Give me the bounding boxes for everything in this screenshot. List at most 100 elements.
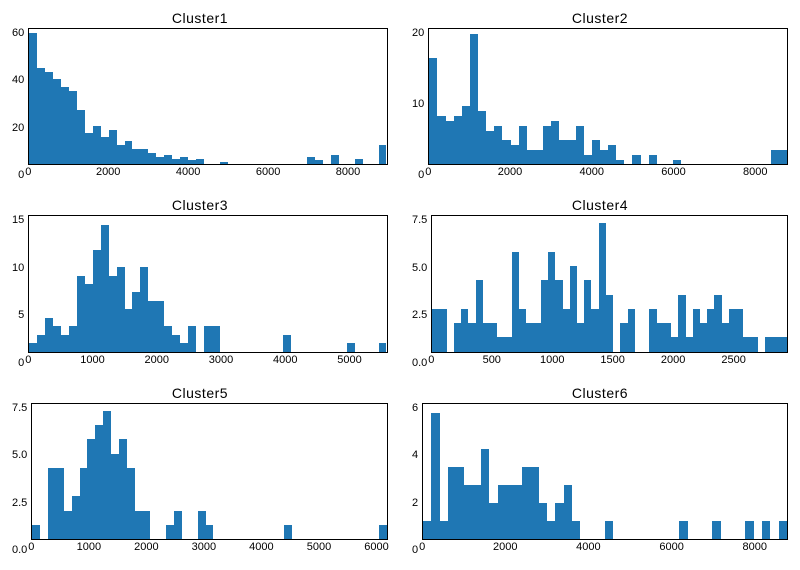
bar — [551, 121, 559, 164]
x-tick-label: 6000 — [364, 542, 388, 553]
x-tick-label: 0 — [28, 542, 34, 553]
y-tick-label: 2 — [412, 498, 418, 509]
bar — [284, 525, 292, 539]
bar — [722, 323, 729, 351]
y-axis: 6040200 — [12, 28, 28, 181]
bar — [541, 280, 548, 351]
bar — [101, 137, 109, 164]
bar — [61, 335, 69, 352]
y-tick-label: 10 — [412, 99, 424, 110]
chart-title: Cluster5 — [12, 385, 388, 401]
bar — [347, 343, 355, 351]
bar — [489, 503, 497, 539]
bar — [85, 133, 93, 164]
bar — [481, 449, 489, 539]
x-tick-label: 3000 — [192, 542, 216, 553]
bar — [679, 521, 687, 539]
bar — [584, 280, 591, 351]
x-tick-label: 4000 — [273, 355, 297, 366]
bar — [534, 323, 541, 351]
bar — [423, 521, 431, 539]
chart-title: Cluster4 — [412, 197, 788, 213]
bar — [45, 318, 53, 352]
bar — [53, 326, 61, 351]
bar — [132, 149, 140, 164]
bar — [686, 337, 693, 351]
bar — [531, 467, 539, 539]
bar — [745, 521, 753, 539]
x-tick-label: 1000 — [77, 542, 101, 553]
bar — [172, 335, 180, 352]
bar — [456, 467, 464, 539]
x-tick-label: 1000 — [80, 355, 104, 366]
bar — [762, 521, 770, 539]
bar — [700, 323, 707, 351]
bar — [497, 337, 504, 351]
chart-title: Cluster2 — [412, 10, 788, 26]
bar — [498, 485, 506, 539]
y-tick-label: 6 — [412, 403, 418, 414]
x-tick-label: 8000 — [743, 167, 767, 178]
bar — [174, 511, 182, 539]
x-tick-label: 1000 — [540, 355, 564, 366]
bar — [476, 280, 483, 351]
x-tick-label: 2000 — [498, 167, 522, 178]
bar — [111, 454, 119, 539]
bar — [454, 323, 461, 351]
x-axis: 02000400060008000 — [422, 540, 788, 556]
x-tick-label: 5000 — [337, 355, 361, 366]
x-tick-label: 4000 — [249, 542, 273, 553]
y-tick-label: 5 — [18, 310, 24, 321]
bar — [751, 337, 758, 351]
bar — [494, 126, 502, 165]
x-tick-label: 2000 — [493, 542, 517, 553]
y-tick-label: 2.5 — [412, 310, 427, 321]
y-tick-label: 5.0 — [12, 450, 27, 461]
bar — [543, 126, 551, 165]
bar — [512, 252, 519, 352]
chart-title: Cluster6 — [412, 385, 788, 401]
bar — [693, 309, 700, 352]
panel-cluster4: Cluster47.55.02.50.005001000150020002500 — [412, 197, 788, 368]
bar — [64, 511, 72, 539]
x-tick-label: 0 — [25, 355, 31, 366]
bar — [379, 343, 387, 351]
panel-cluster2: Cluster22010002000400060008000 — [412, 10, 788, 181]
x-tick-label: 2000 — [144, 355, 168, 366]
y-tick-label: 5.0 — [412, 263, 427, 274]
bar — [132, 292, 140, 351]
bar — [29, 343, 37, 351]
y-tick-label: 0.0 — [412, 358, 427, 369]
bar — [548, 252, 555, 352]
y-tick-label: 7.5 — [12, 403, 27, 414]
bar — [125, 309, 133, 351]
bar — [32, 525, 40, 539]
bar — [331, 155, 339, 165]
x-tick-label: 8000 — [742, 542, 766, 553]
panel-cluster6: Cluster6642002000400060008000 — [412, 385, 788, 556]
bar — [125, 141, 133, 164]
bar — [535, 150, 543, 164]
bar — [188, 326, 196, 351]
bar — [448, 467, 456, 539]
bar — [29, 33, 37, 164]
bar — [85, 284, 93, 352]
bar — [632, 155, 640, 165]
bar — [56, 468, 64, 539]
bar — [61, 87, 69, 164]
bar — [117, 145, 125, 164]
bar — [599, 223, 606, 351]
bar — [77, 110, 85, 164]
bar — [772, 337, 779, 351]
bar — [117, 267, 125, 352]
bar — [432, 309, 439, 352]
bar — [77, 276, 85, 352]
y-tick-label: 4 — [412, 450, 418, 461]
bar — [206, 525, 214, 539]
bar — [109, 276, 117, 352]
x-tick-label: 4000 — [576, 542, 600, 553]
bar — [591, 309, 598, 352]
bar — [180, 157, 188, 165]
x-axis: 05001000150020002500 — [431, 353, 788, 369]
bar — [514, 485, 522, 539]
